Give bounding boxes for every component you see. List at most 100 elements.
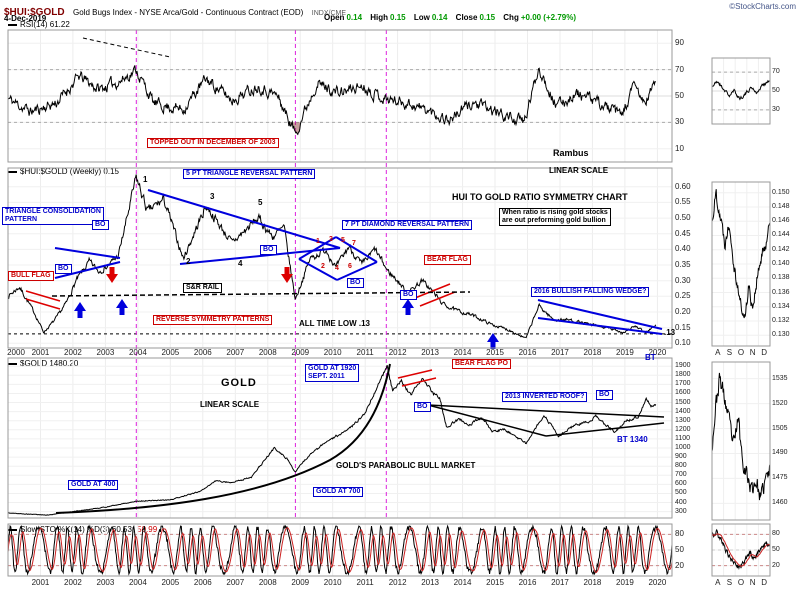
trendline-bullflag-2 bbox=[25, 298, 61, 310]
trendline-consol-top bbox=[54, 247, 121, 259]
annotation-bo-4: BO bbox=[347, 278, 364, 289]
annotation-five-pt-triangle: 5 PT TRIANGLE REVERSAL PATTERN bbox=[183, 169, 316, 180]
trendline-wedge-top bbox=[537, 299, 663, 330]
annotation-bo-1: BO bbox=[55, 264, 72, 275]
year-label-bottom-2005: 2005 bbox=[161, 578, 180, 587]
year-label-mid-2008: 2008 bbox=[258, 348, 277, 357]
month-label-O-2: O bbox=[737, 578, 745, 587]
main-ytick-0.6: 0.60 bbox=[675, 181, 691, 191]
symbol-title: $HUI:$GOLD bbox=[4, 7, 65, 18]
sto-series-line bbox=[8, 524, 672, 576]
year-label-mid-2004: 2004 bbox=[128, 348, 147, 357]
year-label-mid-2013: 2013 bbox=[421, 348, 439, 357]
annotation-symmetry-chart-title: HUI TO GOLD RATIO SYMMETRY CHART bbox=[452, 192, 628, 202]
gold-series-line bbox=[8, 364, 657, 516]
annotation-gold-title: GOLD bbox=[221, 377, 257, 389]
year-label-mid-2001: 2001 bbox=[31, 348, 50, 357]
main-ytick-0.1: 0.10 bbox=[675, 338, 691, 348]
annotation-reverse-symmetry: REVERSE SYMMETRY PATTERNS bbox=[153, 315, 273, 326]
year-label-bottom-2001: 2001 bbox=[31, 578, 50, 587]
year-label-bottom-2009: 2009 bbox=[291, 578, 310, 587]
month-label-O-1: O bbox=[737, 348, 745, 357]
month-label-S-1: S bbox=[726, 348, 733, 357]
mini_ratio-series-line bbox=[712, 189, 770, 319]
trendline-bullflag-1 bbox=[25, 290, 61, 302]
up-arrow-5 bbox=[402, 299, 414, 315]
trendline-rsi-trendline bbox=[82, 37, 171, 58]
annotation-atl-value: .13 bbox=[664, 328, 676, 337]
trendline-diamond-tr bbox=[335, 236, 378, 263]
gold-ytick-900: 900 bbox=[675, 453, 687, 461]
year-label-mid-2019: 2019 bbox=[616, 348, 634, 357]
mini_rsi-ytick-50: 50 bbox=[772, 87, 780, 94]
rsi-ytick-90: 90 bbox=[675, 38, 684, 48]
month-label-N-2: N bbox=[749, 578, 756, 587]
year-label-bottom-2020: 2020 bbox=[648, 578, 667, 587]
year-label-mid-2018: 2018 bbox=[583, 348, 602, 357]
sto-series-dash-icon bbox=[8, 528, 17, 531]
mini_gold-panel-border bbox=[711, 361, 771, 521]
mini_gold-ytick-1520: 1520 bbox=[772, 399, 788, 407]
gold-ytick-600: 600 bbox=[675, 480, 687, 488]
trendline-bearflag-1 bbox=[414, 283, 451, 299]
annotation-rambus: Rambus bbox=[553, 148, 589, 158]
annotation-bo-2: BO bbox=[92, 220, 109, 231]
mini_sto-series-line bbox=[712, 528, 770, 570]
gold-legend-text: $GOLD 1480.20 bbox=[20, 359, 79, 368]
month-label-N-1: N bbox=[749, 348, 756, 357]
year-label-bottom-2016: 2016 bbox=[518, 578, 537, 587]
header-row: $HUI:$GOLD Gold Bugs Index - NYSE Arca/G… bbox=[4, 2, 346, 20]
year-label-bottom-2018: 2018 bbox=[583, 578, 602, 587]
down-arrow-2 bbox=[281, 267, 293, 283]
gold-ytick-1400: 1400 bbox=[675, 407, 691, 415]
main-ytick-0.45: 0.45 bbox=[675, 228, 691, 238]
chg-value: +0.00 (+2.79%) bbox=[520, 13, 576, 22]
mini_ratio-ytick-0.142: 0.142 bbox=[772, 245, 790, 253]
annotation-falling-wedge: 2016 BULLISH FALLING WEDGE? bbox=[531, 287, 650, 298]
month-label-D-2: D bbox=[761, 578, 768, 587]
annotation-dia-3: 3 bbox=[329, 236, 333, 243]
year-label-bottom-2013: 2013 bbox=[421, 578, 439, 587]
year-label-mid-2015: 2015 bbox=[486, 348, 504, 357]
annotation-bear-flag-po: BEAR FLAG PO bbox=[452, 359, 511, 370]
mini_ratio-ytick-0.144: 0.144 bbox=[772, 231, 790, 239]
gold-ytick-300: 300 bbox=[675, 507, 687, 515]
year-label-bottom-2017: 2017 bbox=[551, 578, 569, 587]
annotation-gold-400: GOLD AT 400 bbox=[68, 480, 119, 491]
annotation-ratio-note: When ratio is rising gold stocks are out… bbox=[499, 208, 611, 227]
mini_sto-ytick-50: 50 bbox=[772, 546, 780, 553]
rsi-series-line bbox=[8, 65, 657, 136]
main-panel-border bbox=[7, 167, 673, 349]
high-label: High bbox=[370, 13, 389, 22]
trendline-diamond-lt bbox=[298, 236, 337, 260]
low-label: Low bbox=[413, 13, 430, 22]
mini_gold-ytick-1460: 1460 bbox=[772, 499, 788, 507]
year-label-mid-2012: 2012 bbox=[388, 348, 407, 357]
gold-ytick-800: 800 bbox=[675, 462, 687, 470]
annotation-tri-5: 5 bbox=[258, 198, 263, 207]
open-label: Open bbox=[324, 13, 345, 22]
chart-date: 4-Dec-2019 bbox=[4, 14, 47, 23]
gold-ytick-500: 500 bbox=[675, 489, 687, 497]
rsi-ytick-30: 30 bbox=[675, 117, 684, 127]
year-label-mid-2017: 2017 bbox=[551, 348, 569, 357]
annotation-bear-flag: BEAR FLAG bbox=[424, 255, 471, 266]
year-label-mid-2016: 2016 bbox=[518, 348, 537, 357]
mini_ratio-ytick-0.13: 0.130 bbox=[772, 331, 790, 339]
close-label: Close bbox=[455, 13, 478, 22]
year-label-bottom-2014: 2014 bbox=[453, 578, 472, 587]
mini_gold-ytick-1475: 1475 bbox=[772, 474, 788, 482]
sto-ytick-80: 80 bbox=[675, 529, 684, 539]
year-label-mid-2011: 2011 bbox=[356, 348, 374, 357]
gold-ytick-1700: 1700 bbox=[675, 380, 691, 388]
sto-ytick-20: 20 bbox=[675, 560, 684, 570]
annotation-dia-5: 5 bbox=[341, 237, 345, 244]
annotation-dia-4: 4 bbox=[335, 265, 339, 272]
year-label-mid-2010: 2010 bbox=[323, 348, 342, 357]
gold-ytick-1500: 1500 bbox=[675, 398, 691, 406]
year-label-mid-2014: 2014 bbox=[453, 348, 472, 357]
main-ytick-0.3: 0.30 bbox=[675, 275, 691, 285]
mini_ratio-ytick-0.132: 0.132 bbox=[772, 317, 790, 325]
mini_gold-ytick-1490: 1490 bbox=[772, 449, 788, 457]
annotation-gold-700: GOLD AT 700 bbox=[313, 487, 364, 498]
